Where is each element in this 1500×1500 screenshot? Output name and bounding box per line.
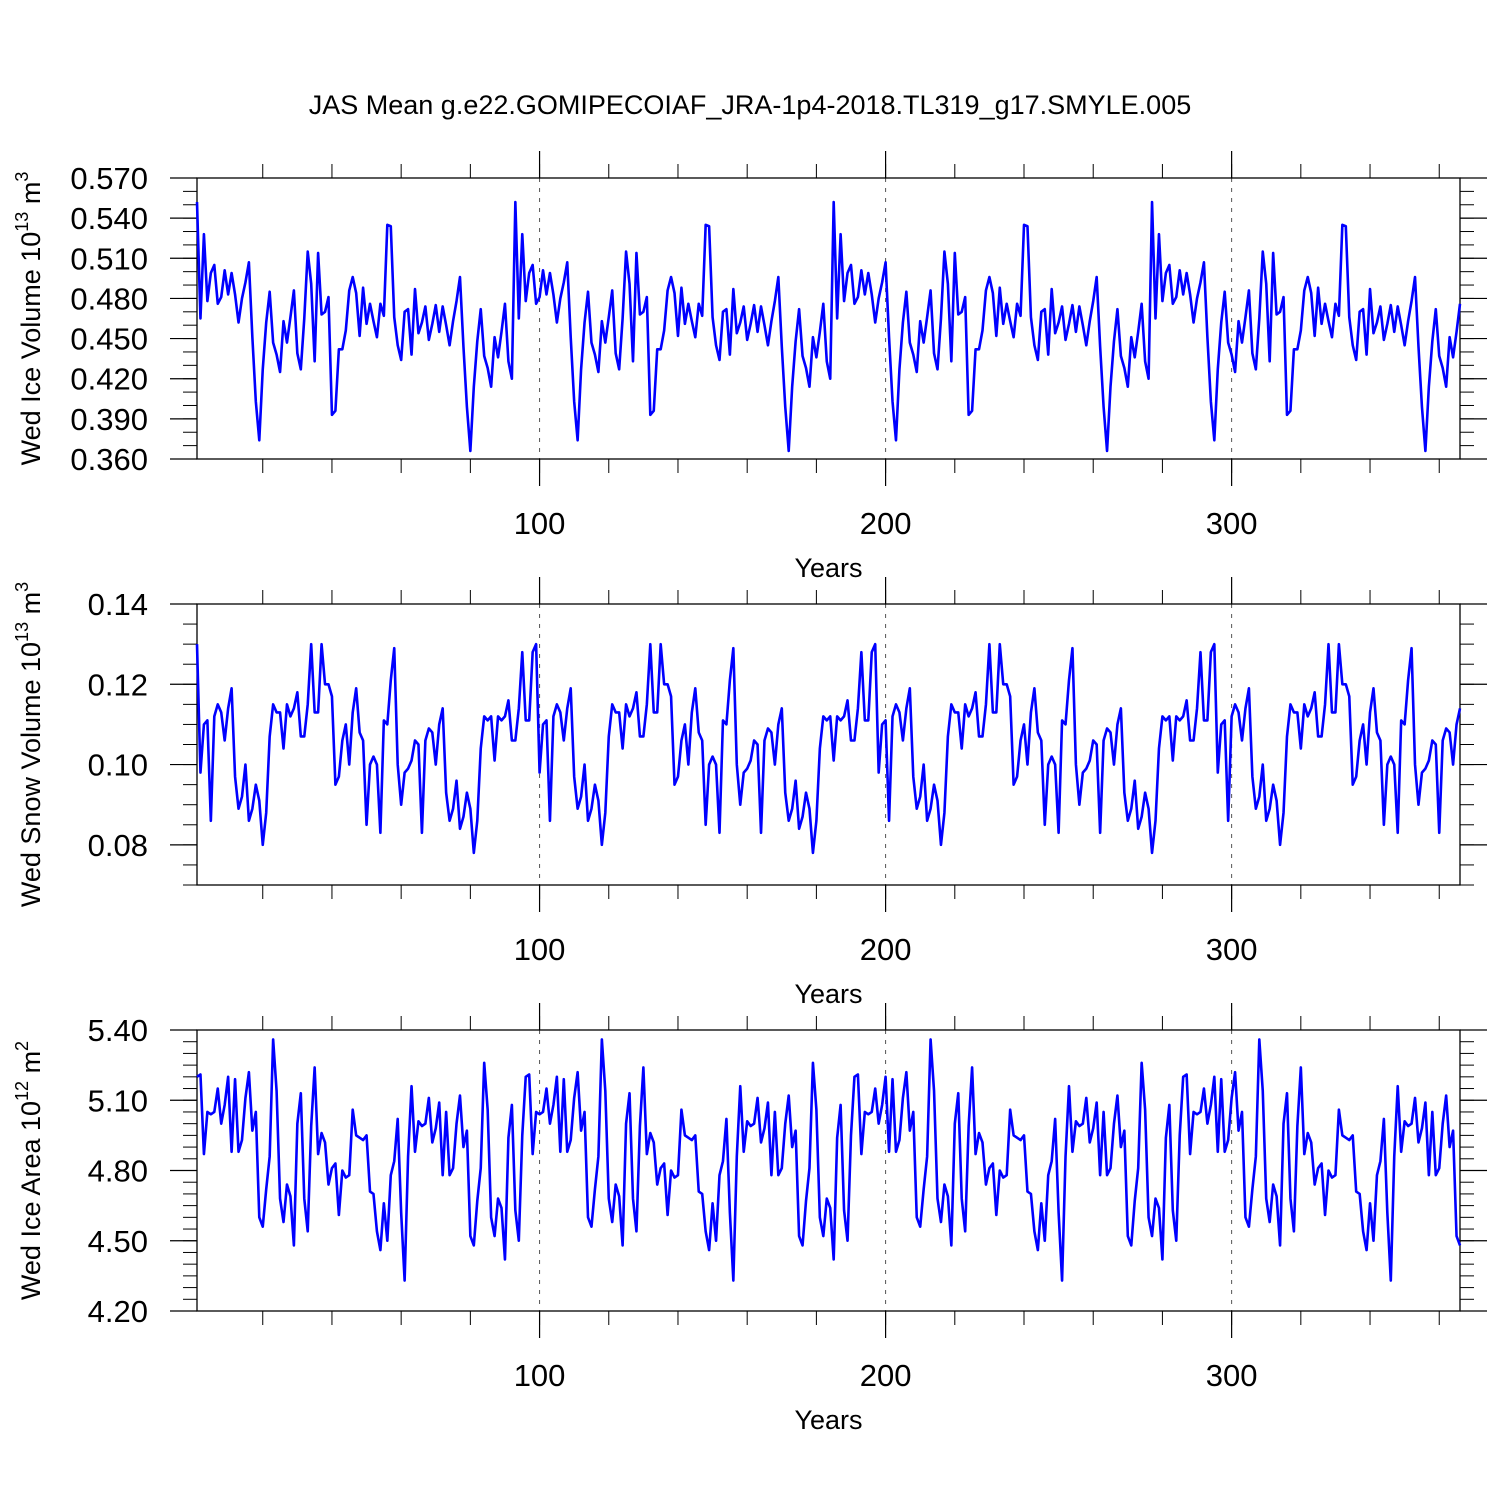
- x-tick-label: 200: [860, 932, 912, 967]
- y-tick-label: 0.570: [70, 161, 148, 196]
- x-axis-label: Years: [794, 1405, 862, 1435]
- series-line: [196, 1038, 1462, 1282]
- y-tick-label: 0.08: [88, 828, 148, 863]
- x-tick-label: 300: [1206, 506, 1258, 541]
- y-tick-label: 4.80: [88, 1154, 148, 1189]
- y-axis-label: Wed Ice Volume 1013 m3: [12, 172, 46, 466]
- panel-2: 0.08 0.10 0.12 0.14 100 200 300 Years Wed Snow V…: [12, 577, 1487, 1009]
- x-axis-label: Years: [794, 553, 862, 583]
- y-tick-label: 0.480: [70, 281, 148, 316]
- y-tick-label: 0.10: [88, 748, 148, 783]
- plot-frame: [196, 177, 1461, 460]
- x-axis-label: Years: [794, 979, 862, 1009]
- x-tick-label: 100: [514, 932, 566, 967]
- y-tick-label: 0.360: [70, 442, 148, 477]
- y-tick-label: 4.50: [88, 1224, 148, 1259]
- y-tick-label: 0.540: [70, 201, 148, 236]
- y-tick-label: 5.40: [88, 1013, 148, 1048]
- y-tick-label: 0.420: [70, 362, 148, 397]
- x-tick-label: 100: [514, 506, 566, 541]
- x-tick-label: 200: [860, 1358, 912, 1393]
- series-line: [195, 200, 1462, 453]
- y-axis-label: Wed Ice Area 1012 m2: [12, 1041, 46, 1300]
- y-tick-label: 5.10: [88, 1083, 148, 1118]
- plot-frame: [196, 1029, 1461, 1312]
- series-line: [195, 642, 1462, 855]
- chart-title: JAS Mean g.e22.GOMIPECOIAF_JRA-1p4-2018.…: [309, 90, 1191, 120]
- y-axis-label: Wed Snow Volume 1013 m3: [12, 582, 46, 907]
- x-tick-label: 300: [1206, 932, 1258, 967]
- y-tick-label: 4.20: [88, 1294, 148, 1329]
- x-tick-label: 200: [860, 506, 912, 541]
- y-tick-label: 0.450: [70, 322, 148, 357]
- x-tick-label: 300: [1206, 1358, 1258, 1393]
- x-tick-label: 100: [514, 1358, 566, 1393]
- panel-3: 4.20 4.50 4.80 5.10 5.40 100 200 300 Years Wed Ic…: [12, 1003, 1487, 1435]
- plot-frame: [196, 603, 1461, 886]
- y-tick-label: 0.510: [70, 241, 148, 276]
- panel-1: 0.360 0.390 0.420 0.450 0.480 0.510 0.540 0.570…: [12, 151, 1487, 583]
- y-tick-label: 0.12: [88, 667, 148, 702]
- y-tick-label: 0.390: [70, 402, 148, 437]
- y-tick-label: 0.14: [88, 587, 148, 622]
